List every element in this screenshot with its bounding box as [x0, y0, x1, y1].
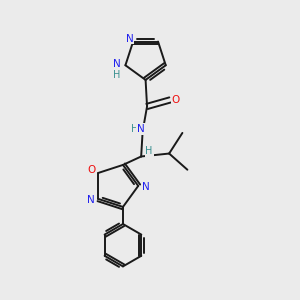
- Text: N: N: [137, 124, 145, 134]
- Text: H: H: [113, 70, 121, 80]
- Text: N: N: [142, 182, 149, 192]
- Text: H: H: [131, 124, 138, 134]
- Text: N: N: [87, 195, 95, 206]
- Text: O: O: [172, 95, 180, 105]
- Text: H: H: [146, 146, 153, 156]
- Text: O: O: [88, 165, 96, 175]
- Text: N: N: [113, 59, 121, 69]
- Text: N: N: [126, 34, 134, 44]
